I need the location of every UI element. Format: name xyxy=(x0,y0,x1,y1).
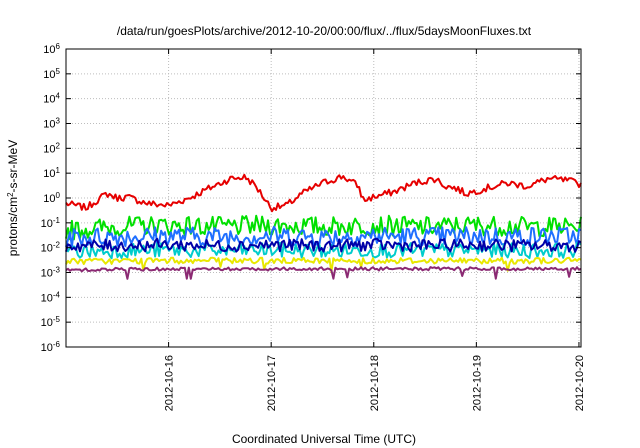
y-tick-label: 10-3 xyxy=(41,265,61,280)
y-tick-label: 10-4 xyxy=(41,290,61,305)
series-line xyxy=(65,256,582,273)
y-tick-label: 10-2 xyxy=(41,240,61,255)
chart-title: /data/run/goesPlots/archive/2012-10-20/0… xyxy=(117,24,532,38)
x-tick-label: 2012-10-17 xyxy=(266,355,278,411)
y-tick-label: 103 xyxy=(43,116,60,131)
grid-lines xyxy=(66,49,581,347)
y-axis-ticks: 10-6 10-5 10-4 10-3 10-2 10-1 100 101 102 103 104 1… xyxy=(41,42,581,355)
series-line xyxy=(65,173,582,213)
y-tick-label: 10-5 xyxy=(41,315,61,330)
series-group xyxy=(65,173,582,280)
x-axis-label: Coordinated Universal Time (UTC) xyxy=(232,432,416,446)
x-tick-label: 2012-10-18 xyxy=(369,355,381,411)
x-tick-label: 2012-10-20 xyxy=(574,355,586,411)
y-tick-label: 102 xyxy=(43,141,60,156)
series-line xyxy=(65,225,582,248)
y-tick-label: 106 xyxy=(43,42,60,57)
series-line xyxy=(65,266,582,280)
x-axis-ticks: 2012-10-16 2012-10-17 2012-10-18 2012-10-19… xyxy=(164,49,586,411)
x-tick-label: 2012-10-16 xyxy=(164,355,176,411)
y-tick-label: 104 xyxy=(43,91,60,106)
series-line xyxy=(65,214,582,241)
y-axis-label: protons/cm2-s-sr-MeV xyxy=(6,140,21,256)
y-tick-label: 101 xyxy=(43,166,60,181)
y-tick-label: 10-1 xyxy=(41,215,61,230)
plot-frame xyxy=(65,48,582,348)
y-tick-label: 10-6 xyxy=(41,340,61,355)
y-tick-label: 105 xyxy=(43,66,60,81)
x-tick-label: 2012-10-19 xyxy=(471,355,483,411)
series-line xyxy=(65,237,582,253)
y-tick-label: 100 xyxy=(43,191,60,206)
